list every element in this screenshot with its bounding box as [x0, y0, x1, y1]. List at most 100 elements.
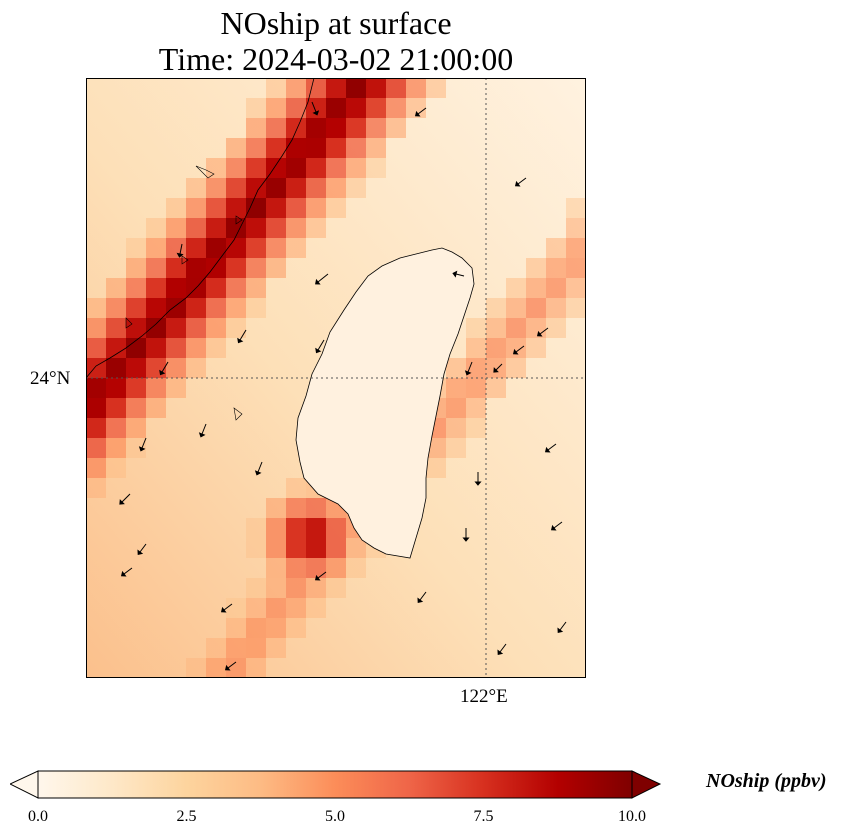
concentration-cell	[246, 638, 266, 658]
concentration-cell	[306, 98, 326, 118]
concentration-cell	[206, 338, 226, 358]
concentration-cell	[186, 218, 206, 238]
wind-arrow	[137, 543, 147, 556]
concentration-cell	[146, 358, 166, 378]
concentration-cell	[246, 138, 266, 158]
concentration-cell	[306, 538, 326, 558]
concentration-cell	[306, 518, 326, 538]
concentration-cell	[206, 158, 226, 178]
colorbar-tick-label: 2.5	[176, 808, 197, 825]
concentration-cell	[226, 138, 246, 158]
concentration-cell	[226, 298, 246, 318]
concentration-cell	[246, 158, 266, 178]
concentration-cell	[506, 318, 526, 338]
concentration-cell	[346, 78, 366, 98]
concentration-cell	[306, 218, 326, 238]
concentration-cell	[346, 158, 366, 178]
colorbar-tick-label: 10.0	[618, 808, 646, 825]
wind-arrow	[557, 621, 567, 634]
concentration-cell	[106, 318, 126, 338]
concentration-cell	[226, 158, 246, 178]
concentration-cell	[366, 98, 386, 118]
wind-arrow	[138, 437, 147, 452]
concentration-cell	[246, 538, 266, 558]
concentration-cell	[466, 378, 486, 398]
concentration-cell	[266, 618, 286, 638]
wind-arrow	[315, 339, 325, 354]
concentration-cell	[566, 258, 586, 278]
concentration-cell	[546, 278, 566, 298]
concentration-cell	[146, 258, 166, 278]
concentration-cell	[166, 318, 186, 338]
latitude-tick-label: 24°N	[30, 368, 71, 389]
colorbar-label: NOship (ppbv)	[706, 770, 827, 792]
wind-arrow	[315, 273, 329, 285]
concentration-cell	[106, 378, 126, 398]
concentration-cell	[226, 318, 246, 338]
concentration-cell	[126, 398, 146, 418]
wind-arrow	[224, 661, 237, 671]
concentration-cell	[226, 258, 246, 278]
concentration-cell	[526, 278, 546, 298]
concentration-cell	[366, 78, 386, 98]
wind-arrow	[514, 177, 527, 187]
map-border	[86, 78, 586, 678]
colorbar	[10, 770, 662, 799]
concentration-cell	[306, 138, 326, 158]
concentration-cell	[466, 418, 486, 438]
concentration-cell	[226, 218, 246, 238]
concentration-cell	[466, 398, 486, 418]
concentration-cell	[166, 338, 186, 358]
concentration-cell	[486, 358, 506, 378]
concentration-cell	[446, 398, 466, 418]
concentration-cell	[106, 298, 126, 318]
concentration-cell	[106, 458, 126, 478]
concentration-cell	[226, 618, 246, 638]
concentration-cell	[566, 278, 586, 298]
colorbar-gradient	[37, 770, 633, 799]
concentration-cell	[126, 258, 146, 278]
concentration-cell	[546, 258, 566, 278]
concentration-cell	[466, 358, 486, 378]
concentration-cell	[146, 318, 166, 338]
concentration-cell	[286, 558, 306, 578]
concentration-cell	[326, 558, 346, 578]
concentration-cell	[566, 238, 586, 258]
concentration-cell	[226, 178, 246, 198]
concentration-cell	[286, 198, 306, 218]
concentration-cell	[346, 138, 366, 158]
concentration-cell	[386, 78, 406, 98]
map-title: NOship at surface	[220, 5, 452, 41]
concentration-cell	[186, 258, 206, 278]
concentration-cell	[266, 538, 286, 558]
concentration-cell	[566, 198, 586, 218]
concentration-cell	[426, 458, 446, 478]
concentration-cell	[286, 538, 306, 558]
concentration-cell	[326, 138, 346, 158]
concentration-cell	[86, 378, 106, 398]
wind-arrow	[452, 270, 465, 278]
concentration-cell	[246, 298, 266, 318]
concentration-cell	[226, 638, 246, 658]
concentration-cell	[186, 298, 206, 318]
concentration-cell	[306, 178, 326, 198]
concentration-cell	[186, 178, 206, 198]
concentration-cell	[166, 198, 186, 218]
concentration-cell	[286, 578, 306, 598]
concentration-cell	[306, 118, 326, 138]
concentration-cell	[306, 78, 326, 98]
concentration-cell	[286, 98, 306, 118]
wind-arrow	[314, 571, 327, 581]
concentration-cell	[86, 478, 106, 498]
map-time-title: Time: 2024-03-02 21:00:00	[158, 41, 514, 77]
concentration-cell	[166, 258, 186, 278]
concentration-cell	[326, 198, 346, 218]
wind-arrow	[464, 361, 473, 376]
concentration-cell	[146, 398, 166, 418]
concentration-cell	[486, 298, 506, 318]
concentration-cell	[146, 338, 166, 358]
concentration-cell	[226, 658, 246, 678]
concentration-cell	[526, 298, 546, 318]
concentration-cell	[286, 238, 306, 258]
concentration-cell	[346, 118, 366, 138]
